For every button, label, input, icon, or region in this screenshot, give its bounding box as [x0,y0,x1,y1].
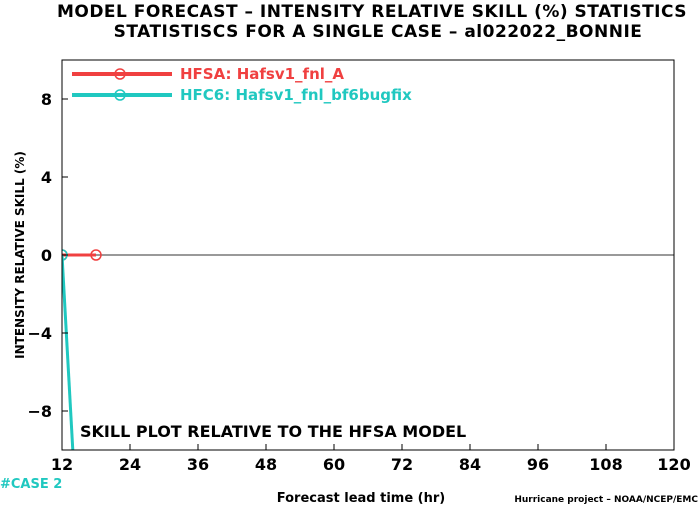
skill-annotation: SKILL PLOT RELATIVE TO THE HFSA MODEL [80,422,466,441]
legend-entry-label: HFSA: Hafsv1_fnl_A [180,65,344,83]
x-tick-label: 72 [391,455,413,474]
chart-title-line-1: MODEL FORECAST – INTENSITY RELATIVE SKIL… [57,2,687,22]
y-tick-label: 8 [41,90,52,109]
y-tick-label: −8 [27,402,52,421]
y-tick-label: −4 [27,324,52,343]
x-tick-label: 96 [527,455,549,474]
x-tick-label: 12 [51,455,73,474]
y-tick-label: 0 [41,246,52,265]
credit-text: Hurricane project – NOAA/NCEP/EMC [514,495,698,505]
x-tick-label: 84 [459,455,481,474]
x-tick-label: 36 [187,455,209,474]
series-line-2 [62,254,75,450]
x-tick-label: 24 [119,455,141,474]
chart-title-line-2: STATISTISCS FOR A SINGLE CASE – al022022… [114,22,643,42]
legend: HFSA: Hafsv1_fnl_A HFC6: Hafsv1_fnl_bf6bu… [72,65,412,104]
x-tick-label: 108 [589,455,622,474]
x-tick-label: 120 [657,455,690,474]
case-label: #CASE 2 [0,477,62,492]
legend-entry-label: HFC6: Hafsv1_fnl_bf6bugfix [180,86,412,104]
y-tick-label: 4 [41,168,52,187]
x-tick-label: 48 [255,455,277,474]
legend-swatch-marker [114,89,126,101]
x-axis-label: Forecast lead time (hr) [277,491,445,506]
y-axis-label: INTENSITY RELATIVE SKILL (%) [13,151,27,359]
x-tick-label: 60 [323,455,345,474]
series-1-point [90,249,102,261]
legend-swatch-marker [114,68,126,80]
